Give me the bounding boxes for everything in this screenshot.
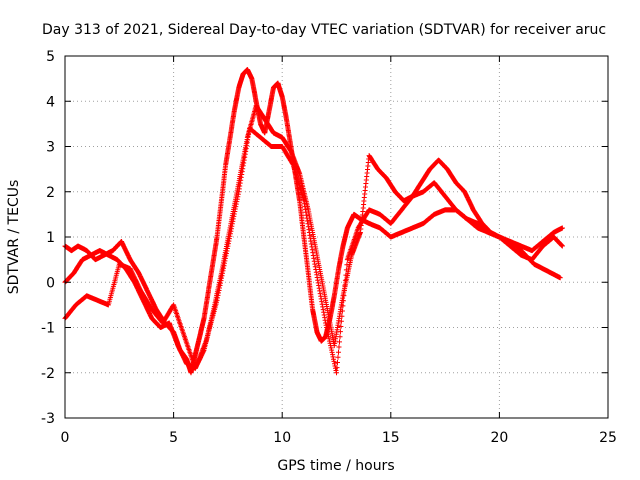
data-point — [343, 267, 349, 273]
data-point — [335, 354, 341, 360]
y-tick-label: 4 — [46, 94, 55, 110]
axis-ticks: 0 5 10 15 20 25 -3 -2 -1 0 1 2 3 4 5 — [41, 49, 617, 446]
data-point — [340, 303, 346, 309]
data-point — [336, 344, 342, 350]
x-tick-label: 10 — [273, 430, 291, 446]
y-tick-label: 3 — [46, 140, 55, 156]
y-tick-label: 1 — [46, 230, 55, 246]
x-tick-label: 25 — [599, 430, 617, 446]
x-tick-label: 15 — [382, 430, 400, 446]
data-point — [344, 262, 350, 268]
data-point — [334, 365, 340, 371]
y-tick-label: 2 — [46, 185, 55, 201]
data-point — [339, 313, 345, 319]
data-point — [341, 293, 347, 299]
y-axis-label: SDTVAR / TECUs — [6, 180, 22, 295]
chart-title: Day 313 of 2021, Sidereal Day-to-day VTE… — [42, 22, 606, 38]
x-tick-label: 0 — [61, 430, 70, 446]
data-point — [559, 225, 565, 231]
data-point — [337, 334, 343, 340]
y-tick-label: -3 — [41, 411, 55, 427]
series-track-1 — [62, 67, 565, 376]
data-point — [559, 243, 565, 249]
data-point — [343, 272, 349, 278]
data-point — [337, 329, 343, 335]
data-point — [336, 349, 341, 355]
data-marks — [62, 67, 565, 376]
x-axis-label: GPS time / hours — [277, 458, 394, 474]
data-point — [337, 339, 342, 345]
data-point — [335, 360, 340, 365]
data-point — [338, 324, 344, 329]
data-point — [342, 277, 348, 283]
data-point — [338, 318, 344, 324]
series-track-3 — [62, 125, 565, 376]
y-tick-label: -1 — [41, 321, 55, 337]
data-point — [340, 298, 346, 304]
data-point — [557, 275, 563, 281]
y-tick-label: 5 — [46, 49, 55, 65]
y-tick-label: 0 — [46, 275, 55, 291]
x-tick-label: 5 — [169, 430, 178, 446]
x-tick-label: 20 — [490, 430, 508, 446]
data-point — [334, 370, 339, 376]
y-tick-label: -2 — [41, 366, 55, 382]
data-point — [339, 308, 345, 314]
data-point — [341, 288, 347, 293]
data-point — [342, 282, 348, 288]
